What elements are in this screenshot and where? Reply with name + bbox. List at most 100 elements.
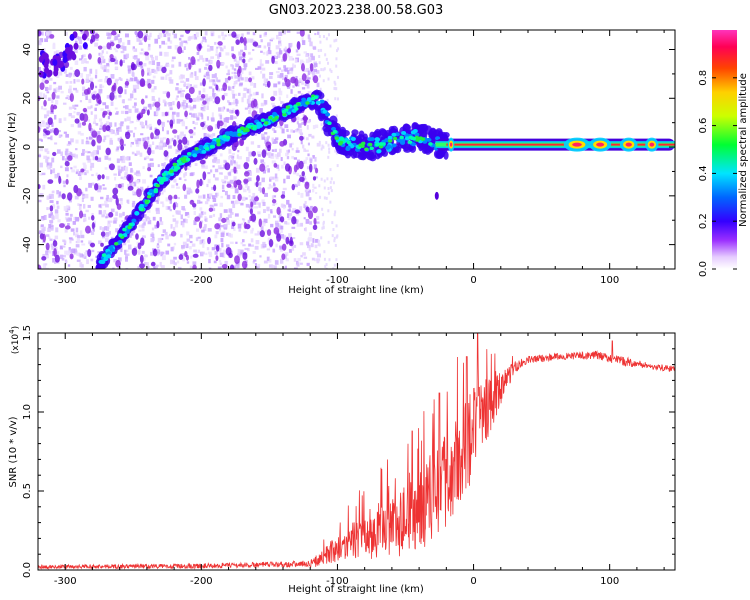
noise-cell bbox=[204, 216, 207, 219]
noise-cell bbox=[271, 160, 276, 164]
noise-cell bbox=[185, 41, 189, 45]
noise-blob bbox=[150, 132, 154, 140]
noise-cell bbox=[132, 48, 136, 51]
ridge-core bbox=[225, 135, 231, 140]
noise-blob bbox=[251, 150, 257, 157]
noise-cell bbox=[143, 106, 147, 111]
noise-blob bbox=[207, 236, 211, 245]
noise-cell bbox=[118, 38, 121, 44]
ridge-mid bbox=[319, 99, 325, 104]
noise-cell bbox=[187, 105, 192, 109]
noise-cell bbox=[97, 251, 101, 254]
noise-cell bbox=[49, 238, 53, 241]
noise-cell bbox=[336, 234, 339, 238]
noise-cell bbox=[227, 69, 230, 74]
noise-cell bbox=[88, 216, 91, 220]
noise-cell bbox=[143, 63, 147, 67]
noise-blob bbox=[298, 160, 304, 170]
noise-cell bbox=[257, 154, 261, 157]
noise-cell bbox=[299, 210, 302, 214]
noise-cell bbox=[284, 220, 288, 225]
spectrogram-x-axis-label: Height of straight line (km) bbox=[288, 285, 424, 296]
noise-cell bbox=[202, 88, 206, 93]
noise-blob bbox=[89, 242, 96, 248]
noise-cell bbox=[211, 195, 216, 199]
noise-cell bbox=[176, 197, 180, 200]
noise-cell bbox=[336, 97, 339, 101]
noise-cell bbox=[212, 94, 216, 99]
ridge-core bbox=[173, 165, 179, 170]
noise-cell bbox=[185, 78, 190, 82]
noise-cell bbox=[330, 177, 333, 181]
noise-cell bbox=[94, 42, 99, 47]
noise-cell bbox=[97, 79, 101, 82]
noise-cell bbox=[233, 176, 237, 182]
noise-cell bbox=[315, 176, 318, 179]
noise-cell bbox=[151, 96, 155, 101]
band-knot-peak bbox=[449, 142, 453, 147]
noise-cell bbox=[224, 190, 228, 196]
noise-cell bbox=[162, 137, 167, 140]
noise-cell bbox=[101, 214, 105, 218]
noise-blob bbox=[250, 100, 255, 109]
noise-cell bbox=[117, 34, 120, 38]
noise-blob bbox=[38, 184, 41, 189]
noise-cell bbox=[205, 71, 210, 76]
noise-cell bbox=[193, 113, 197, 118]
noise-cell bbox=[84, 252, 88, 257]
noise-blob bbox=[141, 68, 145, 77]
noise-cell bbox=[115, 50, 119, 53]
noise-cell bbox=[132, 84, 136, 89]
noise-cell bbox=[72, 153, 76, 157]
noise-cell bbox=[134, 127, 137, 130]
ridge-core bbox=[420, 137, 426, 141]
noise-cell bbox=[164, 231, 168, 236]
noise-cell bbox=[184, 178, 187, 182]
noise-cell bbox=[146, 125, 149, 129]
noise-cell bbox=[313, 64, 317, 68]
spectrogram-y-axis-label: Frequency (Hz) bbox=[7, 112, 18, 188]
noise-cell bbox=[40, 139, 43, 142]
noise-cell bbox=[113, 220, 117, 224]
noise-cell bbox=[49, 220, 54, 224]
noise-blob bbox=[256, 175, 260, 182]
noise-cell bbox=[45, 254, 49, 259]
noise-cell bbox=[199, 55, 204, 60]
noise-cell bbox=[47, 122, 50, 128]
noise-cell bbox=[279, 258, 284, 264]
noise-cell bbox=[88, 182, 93, 188]
noise-cell bbox=[128, 162, 132, 166]
noise-cell bbox=[43, 135, 47, 139]
noise-cell bbox=[195, 32, 199, 38]
noise-blob bbox=[229, 264, 235, 269]
noise-cell bbox=[268, 75, 273, 79]
noise-cell bbox=[226, 244, 230, 248]
noise-cell bbox=[74, 60, 79, 65]
noise-cell bbox=[253, 83, 257, 88]
noise-blob bbox=[255, 181, 259, 188]
noise-cell bbox=[294, 58, 298, 63]
noise-cell bbox=[327, 61, 330, 65]
noise-cell bbox=[44, 149, 47, 153]
noise-cell bbox=[220, 107, 225, 112]
noise-cell bbox=[293, 94, 298, 99]
noise-cell bbox=[147, 72, 151, 76]
noise-cell bbox=[230, 169, 234, 173]
noise-cell bbox=[209, 215, 213, 219]
noise-cell bbox=[110, 101, 114, 106]
noise-cell bbox=[64, 31, 68, 36]
noise-cell bbox=[95, 69, 98, 75]
noise-cell bbox=[229, 233, 233, 238]
noise-cell bbox=[232, 195, 236, 199]
noise-cell bbox=[286, 94, 289, 99]
ridge-mid bbox=[134, 211, 140, 216]
noise-blob bbox=[184, 93, 191, 100]
noise-cell bbox=[183, 134, 186, 138]
noise-cell bbox=[161, 192, 164, 195]
noise-cell bbox=[313, 164, 317, 170]
noise-cell bbox=[52, 44, 56, 50]
band-knot-peak bbox=[596, 142, 605, 147]
noise-blob bbox=[126, 174, 132, 182]
noise-cell bbox=[121, 183, 124, 188]
noise-cell bbox=[97, 178, 100, 181]
